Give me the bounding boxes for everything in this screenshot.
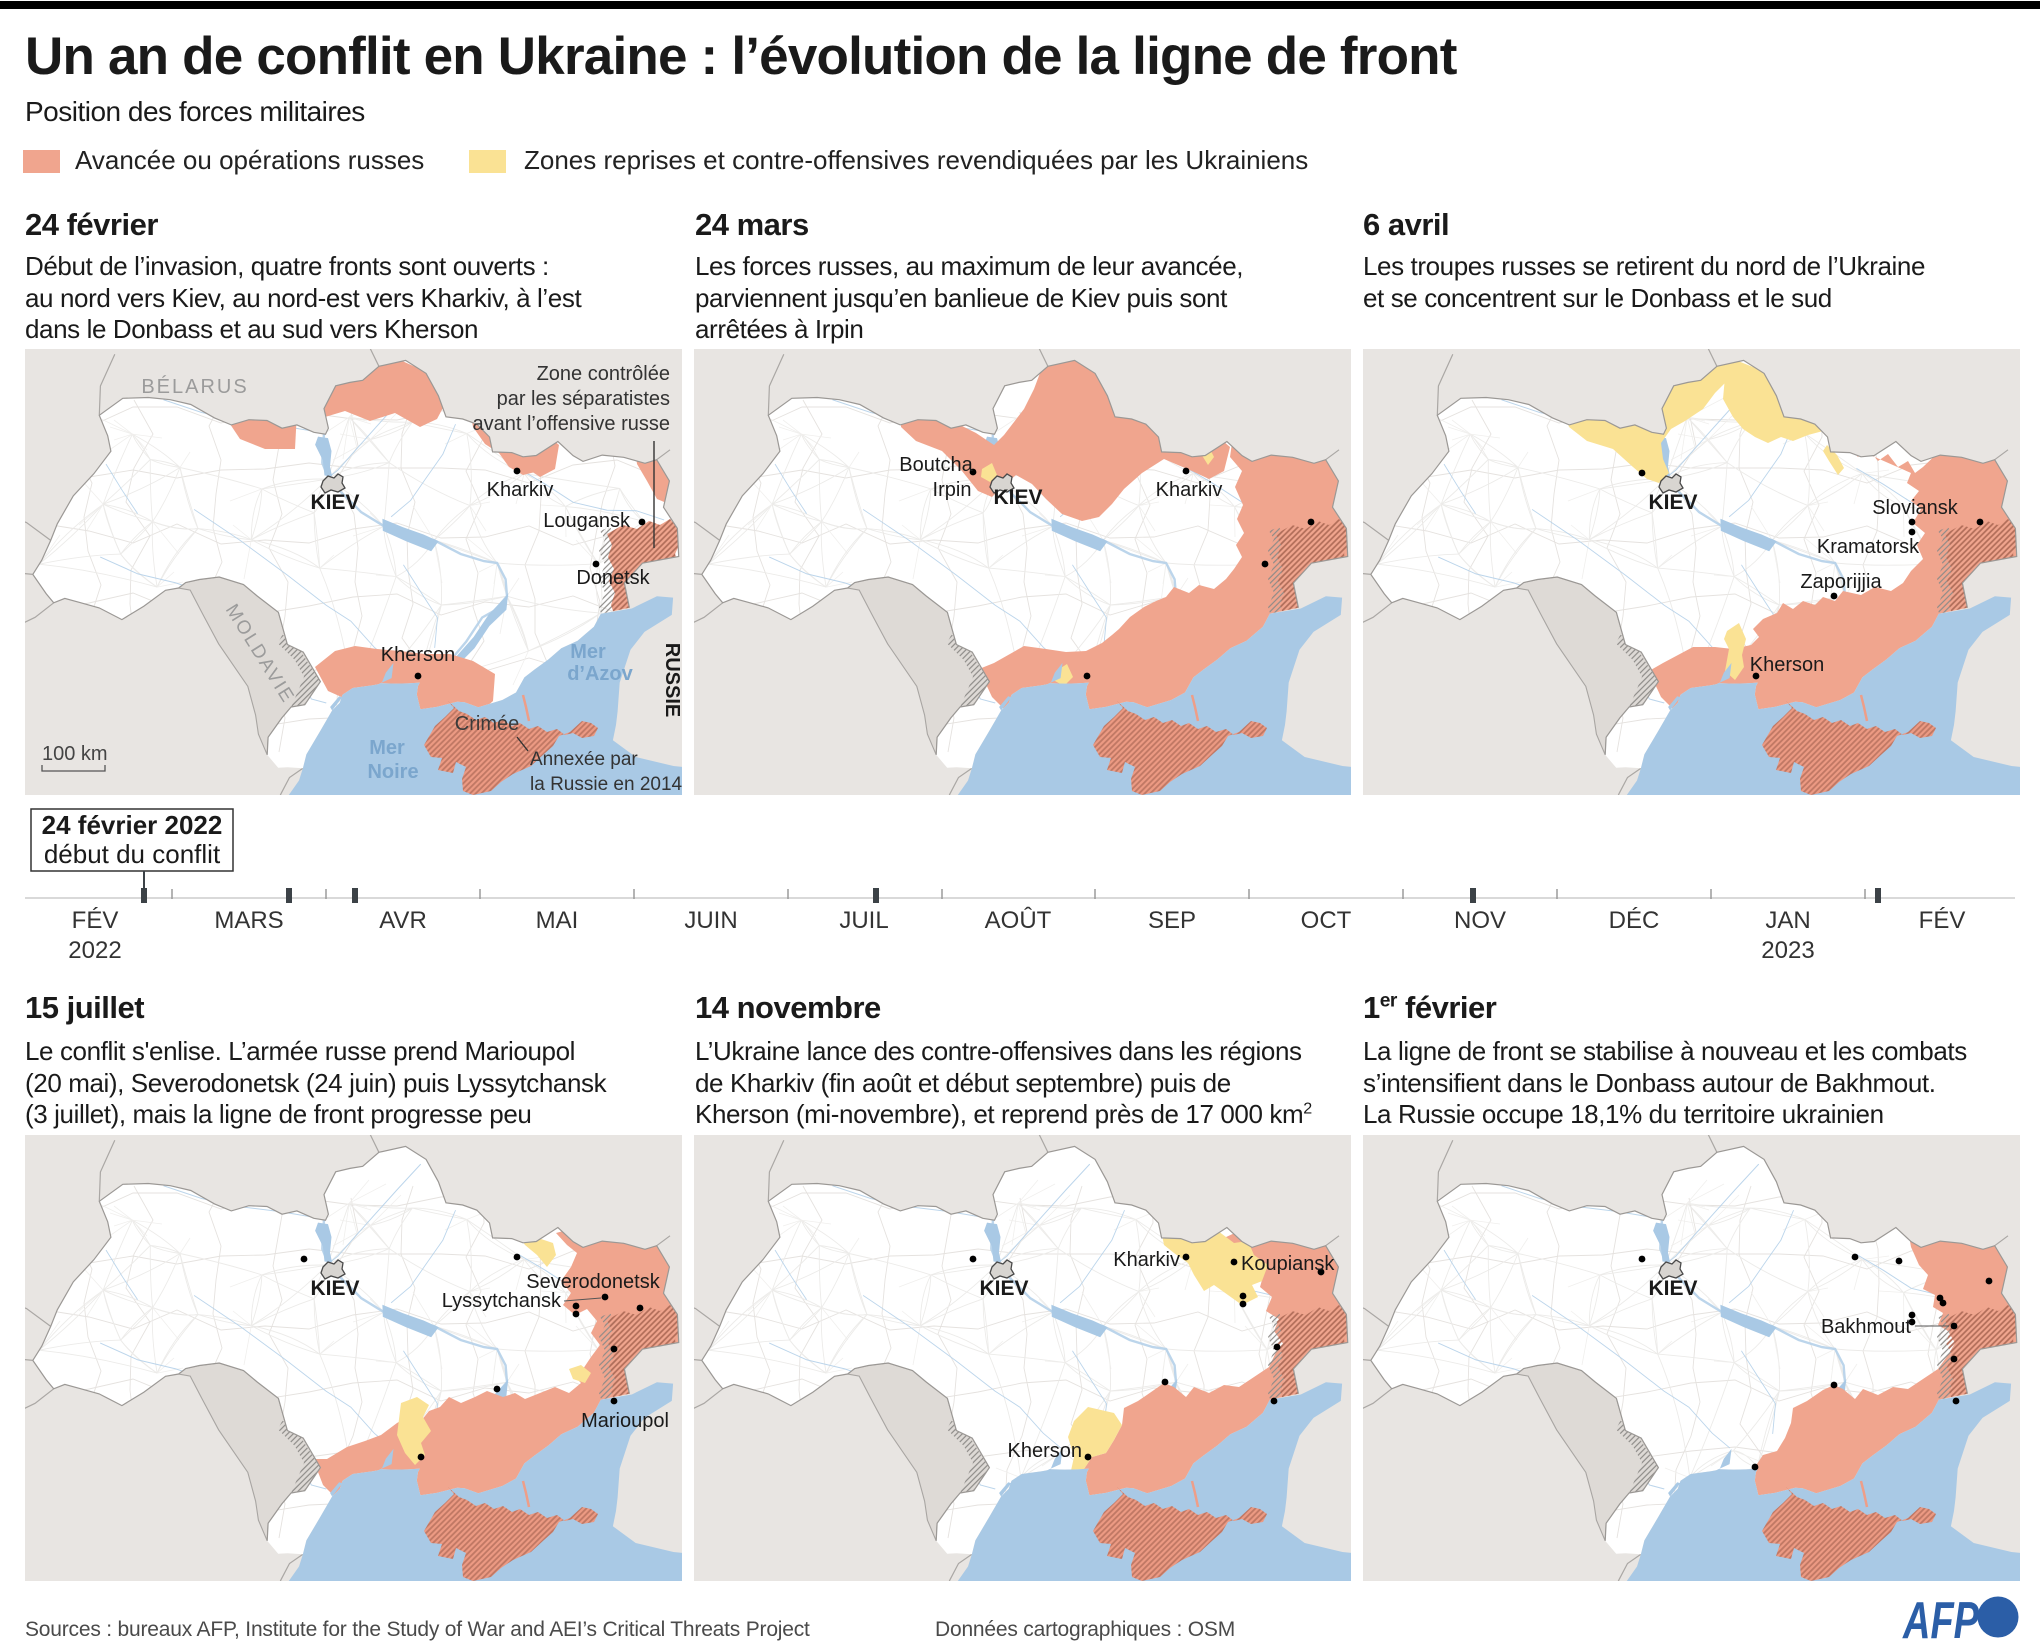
svg-text:KIEV: KIEV [310,491,359,514]
svg-text:RUSSIE: RUSSIE [661,643,682,717]
svg-text:OCT: OCT [1301,907,1352,934]
svg-text:KIEV: KIEV [979,1277,1028,1300]
svg-text:KIEV: KIEV [1648,1277,1697,1300]
svg-text:Koupiansk: Koupiansk [1241,1253,1335,1275]
svg-text:Lougansk: Lougansk [543,510,631,532]
svg-text:Kherson: Kherson [381,644,456,666]
svg-text:la Russie en 2014: la Russie en 2014 [530,774,682,795]
svg-text:100 km: 100 km [42,743,108,765]
svg-text:SEP: SEP [1148,907,1196,934]
svg-text:Lyssytchansk: Lyssytchansk [442,1290,562,1312]
svg-text:Marioupol: Marioupol [581,1410,669,1432]
svg-text:Boutcha: Boutcha [899,454,973,476]
svg-text:Kherson: Kherson [1750,654,1825,676]
svg-text:Sloviansk: Sloviansk [1872,497,1959,519]
svg-text:Zaporijjia: Zaporijjia [1800,571,1882,593]
svg-text:d’Azov: d’Azov [567,663,633,685]
svg-text:Donetsk: Donetsk [576,567,650,589]
svg-text:AVR: AVR [379,907,427,934]
svg-text:BÉLARUS: BÉLARUS [141,375,248,398]
svg-text:Kharkiv: Kharkiv [1156,479,1223,501]
svg-text:MARS: MARS [214,907,283,934]
svg-text:KIEV: KIEV [310,1277,359,1300]
svg-text:Mer: Mer [570,641,606,663]
svg-text:24 février 2022: 24 février 2022 [42,810,223,840]
svg-text:Mer: Mer [369,737,405,759]
svg-text:FÉV: FÉV [72,907,119,934]
svg-text:AOÛT: AOÛT [985,906,1052,934]
svg-text:Kramatorsk: Kramatorsk [1817,536,1920,558]
svg-text:Annexée par: Annexée par [530,749,638,770]
svg-text:JAN: JAN [1765,907,1810,934]
svg-text:JUIL: JUIL [839,907,888,934]
svg-text:Zone contrôlée: Zone contrôlée [537,363,670,385]
svg-text:Bakhmout: Bakhmout [1821,1316,1911,1338]
svg-text:Severodonetsk: Severodonetsk [526,1271,660,1293]
svg-text:FÉV: FÉV [1919,907,1966,934]
svg-text:Irpin: Irpin [933,479,972,501]
svg-text:MAI: MAI [536,907,579,934]
svg-text:AFP: AFP [1902,1594,1980,1644]
svg-text:NOV: NOV [1454,907,1506,934]
svg-text:Noire: Noire [367,761,418,783]
svg-text:KIEV: KIEV [993,486,1042,509]
svg-text:Kharkiv: Kharkiv [487,479,554,501]
svg-text:Crimée: Crimée [455,713,519,735]
svg-text:DÉC: DÉC [1609,907,1660,934]
svg-text:par les séparatistes: par les séparatistes [497,388,670,410]
svg-text:2023: 2023 [1761,937,1814,964]
svg-text:JUIN: JUIN [684,907,737,934]
svg-text:Kherson: Kherson [1008,1440,1083,1462]
svg-text:début du conflit: début du conflit [44,839,221,869]
svg-text:2022: 2022 [68,937,121,964]
svg-text:Kharkiv: Kharkiv [1113,1249,1180,1271]
svg-text:KIEV: KIEV [1648,491,1697,514]
svg-text:avant l’offensive russe: avant l’offensive russe [472,413,670,435]
